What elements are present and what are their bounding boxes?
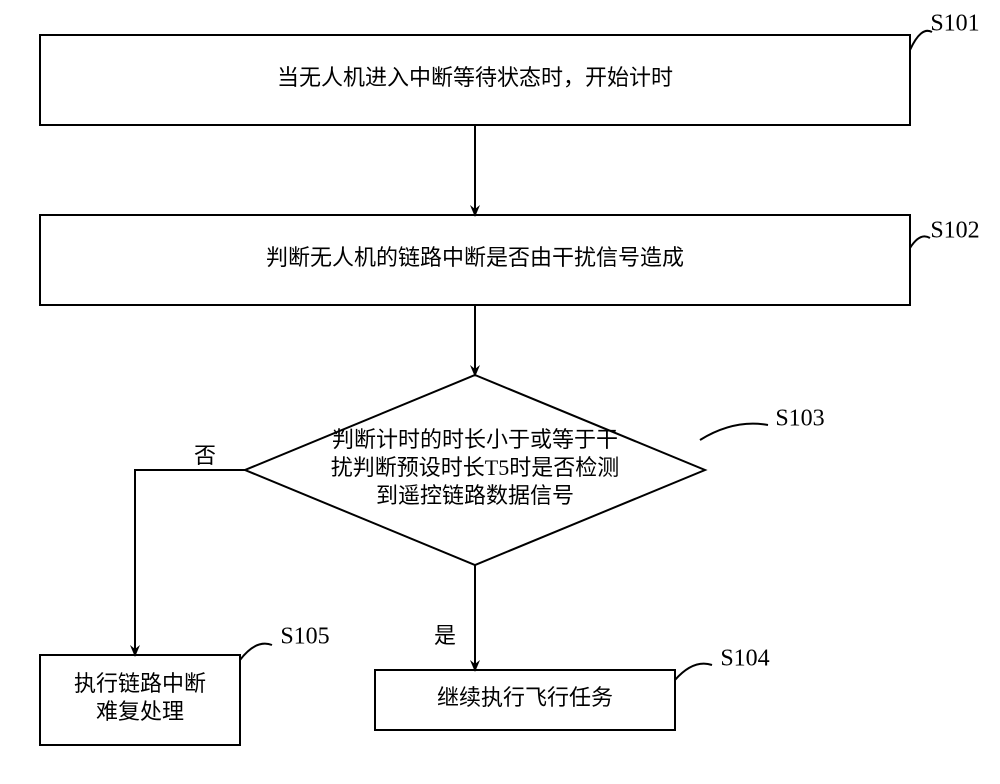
step-label: S101 bbox=[930, 11, 979, 37]
step-leader bbox=[240, 644, 272, 660]
node-text: 当无人机进入中断等待状态时，开始计时 bbox=[277, 65, 673, 90]
step-label: S104 bbox=[720, 646, 769, 672]
node-text: 到遥控链路数据信号 bbox=[376, 483, 574, 508]
step-leader bbox=[675, 664, 712, 680]
edge-label: 否 bbox=[194, 443, 216, 468]
node-text: 判断无人机的链路中断是否由干扰信号造成 bbox=[266, 245, 684, 270]
node-text: 判断计时的时长小于或等于干 bbox=[332, 427, 618, 452]
node-text: 执行链路中断 bbox=[74, 671, 206, 696]
step-leader bbox=[700, 424, 768, 440]
node-text: 继续执行飞行任务 bbox=[437, 685, 613, 710]
step-label: S105 bbox=[280, 624, 329, 650]
node-text: 难复处理 bbox=[96, 699, 184, 724]
step-label: S102 bbox=[930, 218, 979, 244]
step-leader bbox=[910, 236, 930, 248]
flow-edge bbox=[135, 470, 245, 655]
step-label: S103 bbox=[775, 406, 824, 432]
edge-label: 是 bbox=[434, 623, 456, 648]
step-leader bbox=[910, 31, 932, 50]
flowchart-canvas: 当无人机进入中断等待状态时，开始计时 S101 判断无人机的链路中断是否由干扰信号造… bbox=[0, 0, 1000, 784]
node-text: 扰判断预设时长T5时是否检测 bbox=[331, 455, 619, 480]
